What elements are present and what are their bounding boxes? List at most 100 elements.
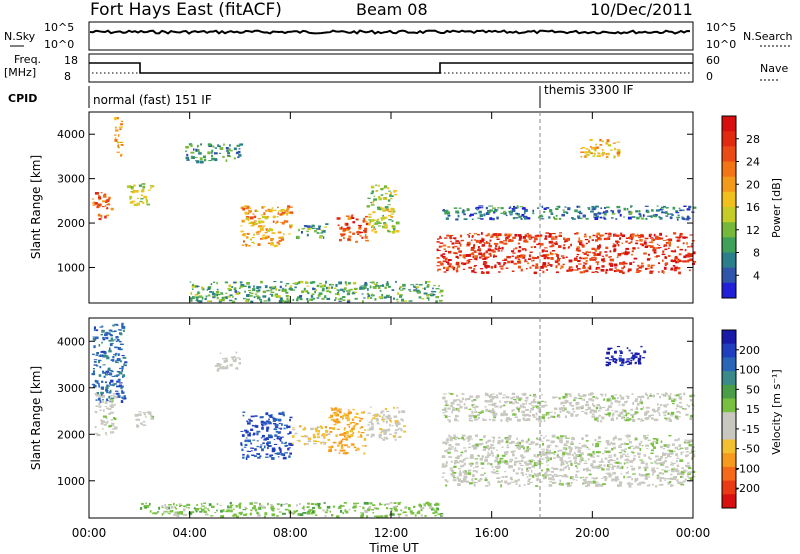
vel-cell bbox=[557, 450, 560, 453]
power-cell bbox=[380, 188, 384, 191]
vel-cell bbox=[448, 415, 451, 417]
vel-cell bbox=[388, 514, 392, 516]
power-cell bbox=[250, 224, 254, 227]
power-cell bbox=[207, 143, 212, 147]
vel-cell bbox=[95, 411, 98, 414]
vel-cell bbox=[529, 394, 532, 397]
vel-cell bbox=[263, 421, 267, 424]
power-cell bbox=[683, 205, 687, 207]
vel-cell bbox=[637, 352, 640, 355]
power-cell bbox=[596, 247, 601, 250]
power-cell bbox=[285, 300, 288, 304]
vel-cell bbox=[368, 506, 372, 508]
power-cell bbox=[385, 217, 388, 219]
power-cell bbox=[263, 300, 268, 302]
power-cell bbox=[447, 262, 449, 265]
vel-cell bbox=[380, 431, 383, 434]
vel-cell bbox=[93, 359, 98, 361]
power-cell bbox=[260, 220, 265, 224]
vel-cell bbox=[397, 513, 402, 516]
vel-cell bbox=[549, 481, 553, 483]
vel-cell bbox=[634, 437, 637, 439]
power-cell bbox=[663, 270, 665, 274]
vel-cell bbox=[335, 434, 338, 437]
power-cell bbox=[690, 245, 693, 248]
vel-cell bbox=[544, 456, 549, 459]
vel-cell bbox=[272, 419, 276, 422]
vel-cell bbox=[433, 508, 435, 510]
power-cell bbox=[371, 281, 375, 284]
power-cell bbox=[583, 235, 587, 238]
power-cell bbox=[541, 249, 545, 252]
power-cell bbox=[233, 157, 236, 160]
power-cell bbox=[443, 248, 446, 250]
vel-cell bbox=[146, 411, 151, 414]
vel-cell bbox=[605, 440, 610, 444]
power-cell bbox=[522, 236, 527, 239]
vel-cell bbox=[157, 511, 160, 513]
vel-cell bbox=[554, 467, 559, 470]
vel-cell bbox=[501, 446, 504, 448]
power-cell bbox=[675, 210, 679, 213]
power-cell bbox=[619, 213, 622, 217]
vel-cell bbox=[468, 418, 471, 422]
vel-cell bbox=[661, 469, 665, 471]
vel-cell bbox=[158, 506, 161, 510]
vel-cell bbox=[544, 404, 548, 407]
vel-cell bbox=[587, 480, 591, 484]
vel-cell bbox=[578, 442, 581, 445]
power-cell bbox=[515, 247, 518, 250]
vel-cell bbox=[507, 400, 512, 403]
vel-region bbox=[240, 411, 294, 460]
power-cell bbox=[590, 146, 592, 148]
vel-cell bbox=[193, 507, 196, 509]
vel-cell bbox=[545, 453, 548, 456]
vel-cell bbox=[591, 466, 595, 469]
power-cell bbox=[455, 261, 460, 264]
vel-cell bbox=[685, 413, 689, 416]
power-cell bbox=[466, 241, 471, 244]
vel-cell bbox=[676, 455, 679, 457]
power-cell bbox=[248, 209, 252, 213]
power-cell bbox=[597, 211, 600, 214]
power-cell bbox=[613, 234, 615, 237]
vel-cell bbox=[441, 476, 445, 478]
power-cell bbox=[590, 152, 593, 155]
power-cell bbox=[207, 287, 211, 290]
vel-cell bbox=[517, 441, 521, 444]
vel-cell bbox=[223, 360, 227, 363]
vel-cell bbox=[570, 462, 573, 466]
power-cell bbox=[468, 259, 473, 260]
vel-cell bbox=[245, 430, 249, 434]
vel-cell bbox=[625, 418, 630, 422]
power-cell bbox=[672, 260, 677, 263]
power-cell bbox=[246, 282, 250, 285]
vel-cell bbox=[303, 508, 306, 511]
power-cell bbox=[227, 151, 230, 155]
power-cell bbox=[204, 158, 207, 162]
vel-cell bbox=[313, 442, 317, 445]
power-cell bbox=[627, 269, 630, 273]
power-cell bbox=[458, 241, 461, 243]
vel-cell bbox=[359, 427, 362, 430]
power-cell bbox=[272, 288, 276, 290]
vel-cell bbox=[384, 504, 386, 506]
power-cell bbox=[577, 215, 581, 218]
vel-cell bbox=[553, 467, 557, 470]
vel-cell bbox=[345, 438, 349, 441]
vel-cell bbox=[489, 398, 493, 401]
power-cell bbox=[644, 245, 649, 248]
vel-cell bbox=[389, 417, 392, 420]
power-cell bbox=[385, 192, 388, 195]
vel-cell bbox=[188, 511, 193, 515]
vel-cell bbox=[578, 393, 580, 395]
power-cell bbox=[546, 253, 550, 257]
power-cell bbox=[637, 264, 640, 267]
vel-cell bbox=[96, 365, 99, 367]
vel-cell bbox=[173, 513, 177, 517]
power-cell bbox=[656, 255, 658, 258]
vel-cell bbox=[541, 474, 545, 477]
vel-cell bbox=[471, 474, 475, 478]
vel-cell bbox=[619, 350, 622, 352]
vel-cell bbox=[572, 478, 576, 481]
